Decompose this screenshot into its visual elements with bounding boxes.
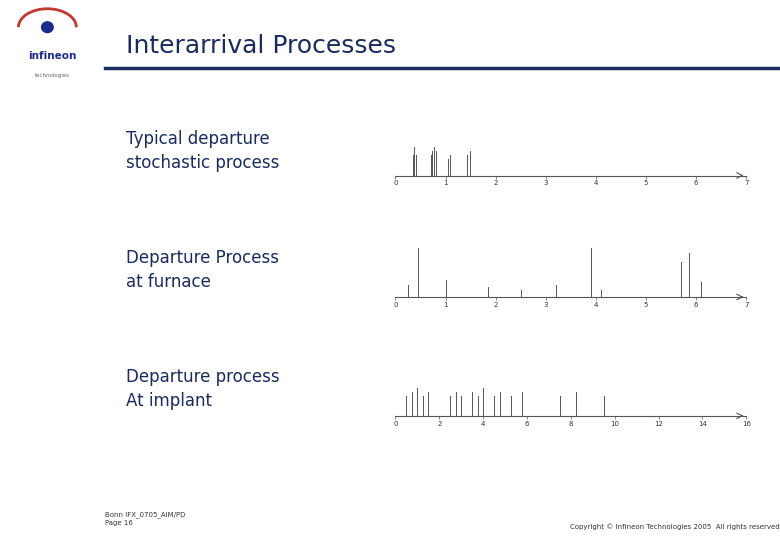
Text: Never stop thinking: Never stop thinking [41, 143, 69, 484]
Text: Copyright © Infineon Technologies 2005  All rights reserved: Copyright © Infineon Technologies 2005 A… [570, 524, 780, 530]
Text: Departure Process
at furnace: Departure Process at furnace [126, 249, 278, 291]
Text: infineon: infineon [28, 51, 77, 62]
Circle shape [41, 22, 53, 32]
Text: Typical departure
stochastic process: Typical departure stochastic process [126, 130, 279, 172]
Text: Interarrival Processes: Interarrival Processes [126, 34, 395, 58]
Text: Departure process
At implant: Departure process At implant [126, 368, 279, 410]
Text: technologies: technologies [35, 73, 70, 78]
Text: Bonn IFX_0705_AIM/PD
Page 16: Bonn IFX_0705_AIM/PD Page 16 [105, 511, 186, 526]
